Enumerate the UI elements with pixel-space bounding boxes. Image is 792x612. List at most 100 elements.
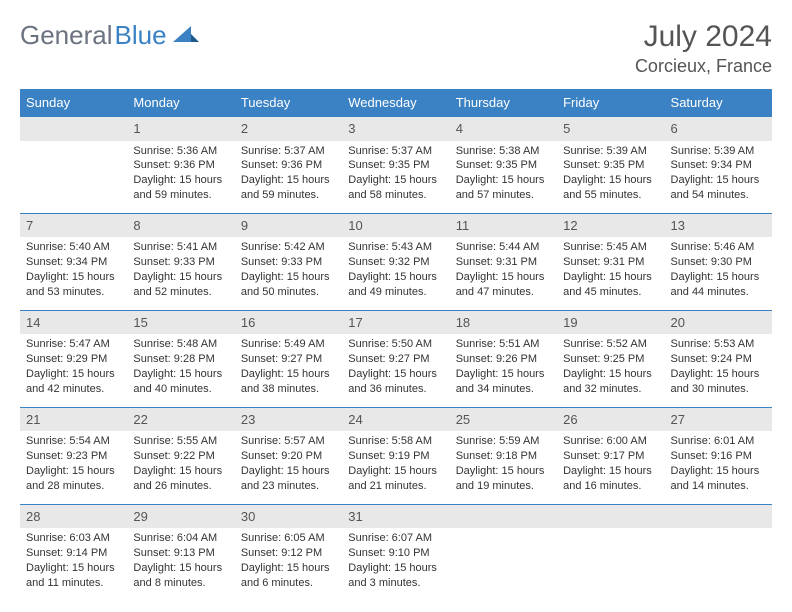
day-content-cell: Sunrise: 5:37 AMSunset: 9:35 PMDaylight:… — [342, 141, 449, 214]
sunrise-line: Sunrise: 5:39 AM — [671, 144, 766, 159]
daylight-line: Daylight: 15 hours and 28 minutes. — [26, 464, 121, 494]
day-number-cell: 11 — [450, 213, 557, 237]
day-number-cell — [665, 504, 772, 528]
day-number-cell: 4 — [450, 117, 557, 141]
sunset-line: Sunset: 9:13 PM — [133, 546, 228, 561]
sunrise-line: Sunrise: 5:53 AM — [671, 337, 766, 352]
sunrise-line: Sunrise: 5:47 AM — [26, 337, 121, 352]
sunset-line: Sunset: 9:30 PM — [671, 255, 766, 270]
daylight-line: Daylight: 15 hours and 58 minutes. — [348, 173, 443, 203]
sunset-line: Sunset: 9:12 PM — [241, 546, 336, 561]
day-number-cell: 3 — [342, 117, 449, 141]
daylight-line: Daylight: 15 hours and 11 minutes. — [26, 561, 121, 591]
sunset-line: Sunset: 9:16 PM — [671, 449, 766, 464]
day-content-cell: Sunrise: 6:03 AMSunset: 9:14 PMDaylight:… — [20, 528, 127, 600]
day-number-cell: 30 — [235, 504, 342, 528]
day-number-cell: 31 — [342, 504, 449, 528]
day-number-cell: 22 — [127, 407, 234, 431]
day-content-row: Sunrise: 5:47 AMSunset: 9:29 PMDaylight:… — [20, 334, 772, 407]
day-content-cell: Sunrise: 5:52 AMSunset: 9:25 PMDaylight:… — [557, 334, 664, 407]
daylight-line: Daylight: 15 hours and 34 minutes. — [456, 367, 551, 397]
sunrise-line: Sunrise: 5:51 AM — [456, 337, 551, 352]
day-content-cell: Sunrise: 5:41 AMSunset: 9:33 PMDaylight:… — [127, 237, 234, 310]
daylight-line: Daylight: 15 hours and 14 minutes. — [671, 464, 766, 494]
day-number-row: 21222324252627 — [20, 407, 772, 431]
sunset-line: Sunset: 9:26 PM — [456, 352, 551, 367]
day-header: Saturday — [665, 89, 772, 117]
day-header: Wednesday — [342, 89, 449, 117]
daylight-line: Daylight: 15 hours and 52 minutes. — [133, 270, 228, 300]
sunset-line: Sunset: 9:25 PM — [563, 352, 658, 367]
daylight-line: Daylight: 15 hours and 57 minutes. — [456, 173, 551, 203]
daylight-line: Daylight: 15 hours and 3 minutes. — [348, 561, 443, 591]
day-number-row: 78910111213 — [20, 213, 772, 237]
sunrise-line: Sunrise: 5:54 AM — [26, 434, 121, 449]
day-content-cell: Sunrise: 5:46 AMSunset: 9:30 PMDaylight:… — [665, 237, 772, 310]
day-number-cell: 14 — [20, 310, 127, 334]
sunrise-line: Sunrise: 5:40 AM — [26, 240, 121, 255]
location: Corcieux, France — [635, 56, 772, 77]
sunset-line: Sunset: 9:34 PM — [26, 255, 121, 270]
sunset-line: Sunset: 9:19 PM — [348, 449, 443, 464]
sunset-line: Sunset: 9:18 PM — [456, 449, 551, 464]
daylight-line: Daylight: 15 hours and 6 minutes. — [241, 561, 336, 591]
day-number-cell: 26 — [557, 407, 664, 431]
day-content-cell: Sunrise: 6:00 AMSunset: 9:17 PMDaylight:… — [557, 431, 664, 504]
daylight-line: Daylight: 15 hours and 19 minutes. — [456, 464, 551, 494]
calendar-table: SundayMondayTuesdayWednesdayThursdayFrid… — [20, 89, 772, 601]
sunrise-line: Sunrise: 5:37 AM — [241, 144, 336, 159]
sunset-line: Sunset: 9:31 PM — [456, 255, 551, 270]
day-content-cell: Sunrise: 5:49 AMSunset: 9:27 PMDaylight:… — [235, 334, 342, 407]
sunrise-line: Sunrise: 5:43 AM — [348, 240, 443, 255]
daylight-line: Daylight: 15 hours and 47 minutes. — [456, 270, 551, 300]
day-number-cell: 28 — [20, 504, 127, 528]
sunrise-line: Sunrise: 5:36 AM — [133, 144, 228, 159]
day-number-cell: 8 — [127, 213, 234, 237]
day-content-cell: Sunrise: 5:57 AMSunset: 9:20 PMDaylight:… — [235, 431, 342, 504]
sunrise-line: Sunrise: 6:01 AM — [671, 434, 766, 449]
sunrise-line: Sunrise: 6:05 AM — [241, 531, 336, 546]
sunrise-line: Sunrise: 5:48 AM — [133, 337, 228, 352]
sunset-line: Sunset: 9:28 PM — [133, 352, 228, 367]
sunset-line: Sunset: 9:32 PM — [348, 255, 443, 270]
daylight-line: Daylight: 15 hours and 55 minutes. — [563, 173, 658, 203]
sunset-line: Sunset: 9:27 PM — [241, 352, 336, 367]
sunrise-line: Sunrise: 6:00 AM — [563, 434, 658, 449]
sunset-line: Sunset: 9:33 PM — [241, 255, 336, 270]
day-content-cell: Sunrise: 5:39 AMSunset: 9:35 PMDaylight:… — [557, 141, 664, 214]
sunset-line: Sunset: 9:22 PM — [133, 449, 228, 464]
day-number-cell: 1 — [127, 117, 234, 141]
day-content-cell: Sunrise: 5:37 AMSunset: 9:36 PMDaylight:… — [235, 141, 342, 214]
day-content-cell: Sunrise: 5:53 AMSunset: 9:24 PMDaylight:… — [665, 334, 772, 407]
daylight-line: Daylight: 15 hours and 36 minutes. — [348, 367, 443, 397]
sunset-line: Sunset: 9:31 PM — [563, 255, 658, 270]
day-number-cell: 16 — [235, 310, 342, 334]
daylight-line: Daylight: 15 hours and 38 minutes. — [241, 367, 336, 397]
sunset-line: Sunset: 9:24 PM — [671, 352, 766, 367]
sunrise-line: Sunrise: 5:50 AM — [348, 337, 443, 352]
day-content-row: Sunrise: 5:40 AMSunset: 9:34 PM Daylight:… — [20, 237, 772, 310]
day-number-cell: 13 — [665, 213, 772, 237]
day-content-cell: Sunrise: 5:54 AMSunset: 9:23 PMDaylight:… — [20, 431, 127, 504]
sunrise-line: Sunrise: 5:38 AM — [456, 144, 551, 159]
day-number-cell — [20, 117, 127, 141]
daylight-line: Daylight: 15 hours and 23 minutes. — [241, 464, 336, 494]
day-number-cell: 24 — [342, 407, 449, 431]
daylight-line: Daylight: 15 hours and 32 minutes. — [563, 367, 658, 397]
day-content-cell: Sunrise: 5:47 AMSunset: 9:29 PMDaylight:… — [20, 334, 127, 407]
day-number-cell: 29 — [127, 504, 234, 528]
day-content-cell: Sunrise: 6:07 AMSunset: 9:10 PMDaylight:… — [342, 528, 449, 600]
day-header: Monday — [127, 89, 234, 117]
day-content-cell: Sunrise: 5:59 AMSunset: 9:18 PMDaylight:… — [450, 431, 557, 504]
day-number-cell: 12 — [557, 213, 664, 237]
day-content-cell: Sunrise: 5:58 AMSunset: 9:19 PMDaylight:… — [342, 431, 449, 504]
sunrise-line: Sunrise: 5:52 AM — [563, 337, 658, 352]
calendar-body: 123456Sunrise: 5:36 AMSunset: 9:36 PMDay… — [20, 117, 772, 601]
sunset-line: Sunset: 9:17 PM — [563, 449, 658, 464]
day-content-cell: Sunrise: 5:39 AMSunset: 9:34 PMDaylight:… — [665, 141, 772, 214]
daylight-line: Daylight: 15 hours and 59 minutes. — [133, 173, 228, 203]
sunset-line: Sunset: 9:35 PM — [456, 158, 551, 173]
daylight-line: Daylight: 15 hours and 8 minutes. — [133, 561, 228, 591]
sunrise-line: Sunrise: 5:57 AM — [241, 434, 336, 449]
day-content-cell: Sunrise: 5:42 AMSunset: 9:33 PMDaylight:… — [235, 237, 342, 310]
